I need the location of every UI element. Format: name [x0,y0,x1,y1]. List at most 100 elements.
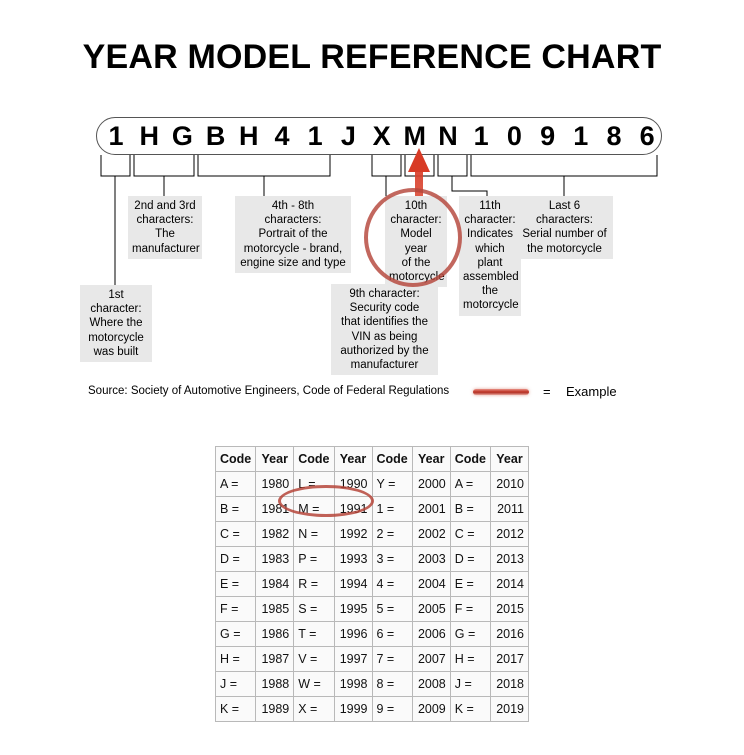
code-cell: L = [293,471,335,497]
callout-line: 9th character: [349,288,420,300]
callout-line: The [155,228,175,241]
code-cell: F = [214,596,257,622]
year-cell: 1983 [255,546,295,572]
table-header-cell: Code [449,446,492,472]
callout-line: the motorcycle [527,242,602,255]
year-cell: 1992 [333,521,373,547]
legend-label: Example [566,384,617,399]
callout-line: character: [390,214,442,227]
code-cell: H = [449,646,492,672]
code-cell: Y = [371,471,413,497]
code-cell: 9 = [371,696,413,722]
callout-line: VIN as being [351,330,418,343]
year-cell: 2017 [490,646,529,672]
year-cell: 1982 [255,521,295,547]
code-cell: R = [293,571,335,597]
year-cell: 1996 [333,621,373,647]
callout-line: of the [401,256,431,269]
code-cell: V = [293,646,335,672]
code-cell: K = [449,696,492,722]
callout-line: assembled [463,271,519,284]
year-cell: 2015 [490,596,529,622]
year-cell: 2000 [411,471,451,497]
code-cell: P = [293,546,335,572]
table-header-cell: Code [214,446,257,472]
vin-char-11: N [438,121,458,151]
code-cell: 2 = [371,521,413,547]
vin-char-1: 1 [108,121,124,151]
callout-line: engine size and type [240,256,346,269]
callout-line: the [482,285,498,298]
vin-char-14: 9 [540,121,556,151]
code-cell: A = [214,471,257,497]
source-note: Source: Society of Automotive Engineers,… [88,385,450,397]
page-title: YEAR MODEL REFERENCE CHART [82,38,662,76]
code-cell: K = [214,696,257,722]
callout-line: characters: [264,214,322,227]
code-cell: C = [214,521,257,547]
vin-char-2: H [139,121,159,151]
year-cell: 2004 [411,571,451,597]
year-cell: 1984 [255,571,295,597]
year-cell: 1998 [333,671,373,697]
callout-line: motorcycle - brand, [243,242,343,255]
table-row: D = 1983 P = 1993 3 = 2003 D = 2013 [214,546,529,572]
callout-line: was built [93,345,139,358]
table-row: H = 1987 V = 1997 7 = 2007 H = 2017 [214,646,529,672]
callout-line: 1st [108,289,124,301]
code-cell: F = [449,596,492,622]
code-cell: 5 = [371,596,413,622]
callout-fourth-eighth-characters: 4th - 8th characters: Portrait of the motor… [235,196,351,274]
year-cell: 1981 [255,496,295,522]
callout-line: 4th - 8th [271,200,315,212]
code-cell: B = [449,496,492,522]
table-row: B = 1981 M = 1991 1 = 2001 B = 2011 [214,496,529,522]
vin-char-13: 0 [506,121,522,151]
year-code-table-container: Code Year Code Year Code Year Code Year A = 1980… [214,446,529,722]
table-header-cell: Year [411,446,451,472]
code-cell: X = [293,696,335,722]
callout-line: motorcycle [88,331,144,344]
table-row: G = 1986 T = 1996 6 = 2006 G = 2016 [214,621,529,647]
vin-capsule [96,117,662,155]
callout-line: 10th [404,200,428,212]
year-cell: 1985 [255,596,295,622]
table-header-cell: Year [255,446,295,472]
code-cell: M = [293,496,335,522]
year-cell: 1989 [255,696,295,722]
code-cell: H = [214,646,257,672]
callout-line: manufacturer [132,242,200,255]
year-code-table: Code Year Code Year Code Year Code Year A = 1980… [214,446,529,722]
legend-equals-sign: = [543,384,551,399]
callout-line: Security code [349,302,420,315]
code-cell: W = [293,671,335,697]
year-cell: 2010 [490,471,529,497]
vin-char-3: G [171,121,193,151]
year-cell: 1994 [333,571,373,597]
year-cell: 2008 [411,671,451,697]
code-cell: N = [293,521,335,547]
table-header-cell: Year [333,446,373,472]
code-cell: E = [214,571,257,597]
vin-char-6: 4 [274,121,290,151]
callout-line: manufacturer [350,359,419,372]
callout-line: character: [90,303,142,316]
code-cell: D = [214,546,257,572]
table-row: A = 1980 L = 1990 Y = 2000 A = 2010 [214,471,529,497]
year-cell: 1995 [333,596,373,622]
year-cell: 2011 [490,496,529,522]
table-row: C = 1982 N = 1992 2 = 2002 C = 2012 [214,521,529,547]
code-cell: D = [449,546,492,572]
callout-line: Last 6 [548,200,581,212]
vin-char-15: 1 [573,121,589,151]
vin-char-17: 6 [639,121,655,151]
table-row: F = 1985 S = 1995 5 = 2005 F = 2015 [214,596,529,622]
code-cell: 3 = [371,546,413,572]
year-cell: 1990 [333,471,373,497]
callout-first-character: 1st character: Where the motorcycle was buil… [80,285,152,363]
code-cell: T = [293,621,335,647]
year-cell: 1986 [255,621,295,647]
vin-char-5: H [239,121,259,151]
year-cell: 1999 [333,696,373,722]
year-cell: 1997 [333,646,373,672]
